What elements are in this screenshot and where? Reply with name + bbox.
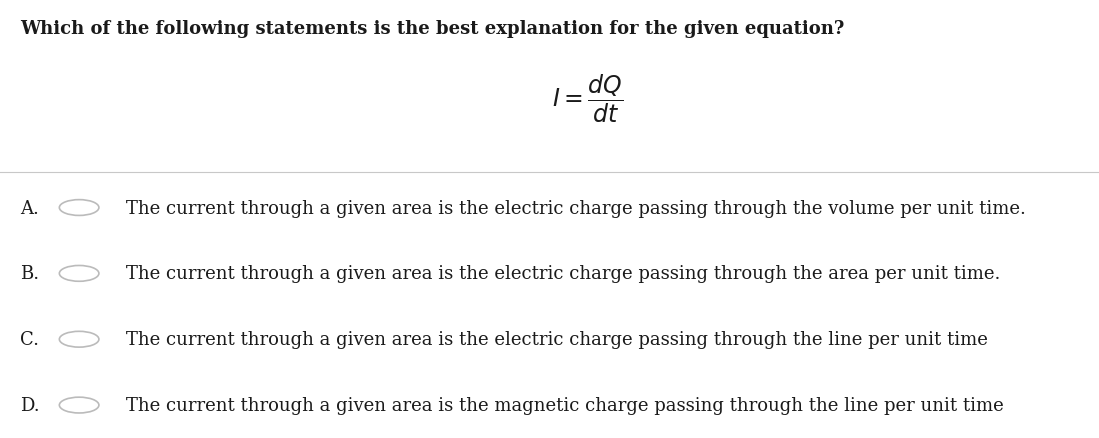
Text: The current through a given area is the electric charge passing through the line: The current through a given area is the … [126,330,988,349]
Circle shape [59,200,99,216]
Text: B.: B. [20,265,38,283]
Text: A.: A. [20,199,38,217]
Circle shape [59,397,99,413]
Text: The current through a given area is the electric charge passing through the volu: The current through a given area is the … [126,199,1026,217]
Text: $I = \dfrac{dQ}{dt}$: $I = \dfrac{dQ}{dt}$ [552,72,624,125]
Text: Which of the following statements is the best explanation for the given equation: Which of the following statements is the… [20,20,844,38]
Text: C.: C. [20,330,38,349]
Text: The current through a given area is the magnetic charge passing through the line: The current through a given area is the … [126,396,1004,414]
Text: D.: D. [20,396,40,414]
Text: The current through a given area is the electric charge passing through the area: The current through a given area is the … [126,265,1001,283]
Circle shape [59,332,99,347]
Circle shape [59,266,99,282]
